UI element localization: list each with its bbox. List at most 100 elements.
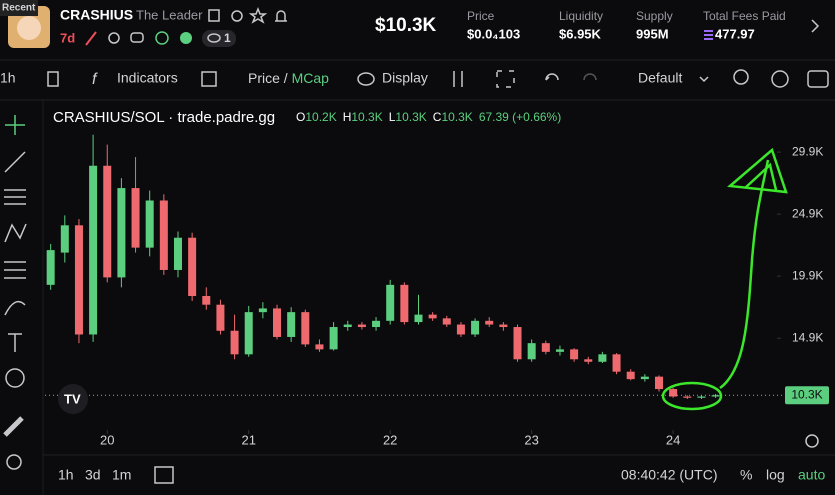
layout-select[interactable]: Default bbox=[638, 70, 682, 86]
x-tick-label: 22 bbox=[383, 432, 397, 447]
candle-body bbox=[683, 396, 692, 398]
range-buttons: 1h 3d 1m bbox=[58, 467, 131, 483]
annotation-arrowhead bbox=[726, 147, 788, 194]
chevron-icon[interactable] bbox=[811, 19, 820, 33]
undo-icon[interactable] bbox=[545, 73, 559, 81]
range-button[interactable]: 3d bbox=[85, 467, 101, 483]
token-name[interactable]: CRASHIUS bbox=[60, 7, 133, 23]
ohlc-value: 10.3K bbox=[351, 110, 382, 124]
candle-body bbox=[386, 284, 395, 321]
candle-body bbox=[527, 343, 536, 360]
pattern-tool[interactable] bbox=[4, 223, 27, 243]
indicators-button[interactable]: Indicators bbox=[117, 70, 178, 86]
projection-tool[interactable] bbox=[4, 261, 26, 279]
settings-button[interactable] bbox=[771, 70, 789, 88]
candle-body bbox=[570, 349, 579, 360]
candle-body bbox=[159, 200, 168, 270]
candle-body bbox=[301, 312, 310, 345]
candle-body bbox=[60, 225, 69, 253]
annotation-arrow bbox=[719, 159, 770, 390]
ohlc-key: C bbox=[433, 110, 442, 124]
search-icon[interactable] bbox=[108, 32, 120, 44]
avatar-face bbox=[17, 16, 41, 40]
trendline-tool[interactable] bbox=[4, 151, 26, 173]
settings-sliders-icon[interactable] bbox=[453, 71, 463, 87]
x-tick-label: 21 bbox=[241, 432, 255, 447]
eye-icon bbox=[207, 33, 221, 43]
candle-body bbox=[202, 296, 211, 305]
candle-body bbox=[485, 320, 494, 325]
candle-body bbox=[414, 314, 423, 323]
link-icon[interactable] bbox=[231, 10, 243, 22]
copy-icon[interactable] bbox=[208, 9, 220, 22]
watchers-pill bbox=[202, 30, 236, 47]
brush-tool[interactable] bbox=[4, 300, 26, 316]
layout-chevron[interactable] bbox=[699, 76, 709, 83]
stat-value: 477.97 bbox=[715, 26, 755, 41]
crosshair-tool[interactable] bbox=[5, 115, 25, 135]
chart: CRASHIUS/SOL · trade.padre.gg O10.2K H10.… bbox=[45, 109, 829, 447]
y-tick-label: 19.9K bbox=[792, 268, 823, 282]
percent-toggle[interactable]: % bbox=[740, 467, 752, 483]
candle-body bbox=[541, 343, 550, 352]
flame-icon bbox=[85, 31, 97, 46]
candle-body bbox=[188, 237, 197, 297]
drawing-tools bbox=[3, 115, 27, 470]
candle-body bbox=[626, 371, 635, 380]
search-button[interactable] bbox=[733, 69, 749, 85]
stat-label: Liquidity bbox=[559, 9, 603, 23]
candle-body bbox=[315, 344, 324, 350]
bell-icon[interactable] bbox=[275, 10, 287, 22]
display-button[interactable]: Display bbox=[382, 70, 428, 86]
chain-icon[interactable] bbox=[130, 32, 144, 43]
fib-tool[interactable] bbox=[4, 189, 26, 205]
fullscreen-icon[interactable] bbox=[496, 70, 515, 88]
x-tick-label: 20 bbox=[100, 432, 114, 447]
candle-body bbox=[372, 320, 381, 328]
mcap-label[interactable]: MCap bbox=[292, 70, 330, 86]
templates-icon[interactable] bbox=[201, 71, 217, 87]
candle-type-icon[interactable] bbox=[47, 71, 59, 87]
candle-body bbox=[471, 320, 480, 335]
x-tick-label: 23 bbox=[524, 432, 538, 447]
candle-body bbox=[584, 359, 593, 362]
date-range-icon[interactable] bbox=[154, 466, 174, 484]
candle-body bbox=[555, 349, 564, 352]
display-icon[interactable] bbox=[357, 72, 375, 86]
tv-logo-text: TV bbox=[64, 391, 81, 406]
price-label[interactable]: Price bbox=[248, 70, 280, 86]
ghost-icon bbox=[180, 32, 192, 44]
stat-label: Supply bbox=[636, 9, 673, 23]
range-button[interactable]: 1h bbox=[58, 467, 74, 483]
candle-body bbox=[244, 312, 253, 355]
text-tool[interactable] bbox=[8, 333, 22, 352]
clock: 08:40:42 (UTC) bbox=[621, 467, 717, 483]
ohlc-key: H bbox=[343, 110, 352, 124]
zoom-tool[interactable] bbox=[6, 454, 22, 470]
last-price-label: 10.3K bbox=[791, 387, 822, 401]
header-bg bbox=[0, 0, 835, 60]
candle-body bbox=[117, 188, 126, 278]
separator: / bbox=[284, 70, 288, 86]
ohlc-legend: O10.2K H10.3K L10.3K C10.3K 67.39 (+0.66%) bbox=[296, 110, 561, 124]
screenshot-button[interactable] bbox=[807, 70, 829, 88]
log-toggle[interactable]: log bbox=[766, 467, 785, 483]
token-age: 7d bbox=[60, 30, 75, 45]
candle-body bbox=[669, 389, 678, 397]
price-toggle[interactable]: Price / MCap bbox=[248, 70, 329, 86]
axis-settings[interactable] bbox=[805, 434, 819, 448]
candle-body bbox=[173, 237, 182, 270]
y-tick-label: 24.9K bbox=[792, 206, 823, 220]
tv-logo bbox=[58, 384, 88, 414]
stat-value: $0.0₄103 bbox=[467, 26, 520, 41]
ohlc-value: 10.2K bbox=[305, 110, 336, 124]
ohlc-value: 10.3K bbox=[441, 110, 472, 124]
ruler-tool[interactable] bbox=[3, 416, 24, 437]
fx-icon: f bbox=[92, 71, 98, 88]
ohlc-key: L bbox=[389, 110, 396, 124]
auto-toggle[interactable]: auto bbox=[798, 467, 825, 483]
emoji-tool[interactable] bbox=[5, 368, 25, 388]
range-button[interactable]: 1m bbox=[112, 467, 131, 483]
star-icon[interactable] bbox=[248, 6, 268, 24]
interval-button[interactable]: 1h bbox=[0, 70, 16, 86]
